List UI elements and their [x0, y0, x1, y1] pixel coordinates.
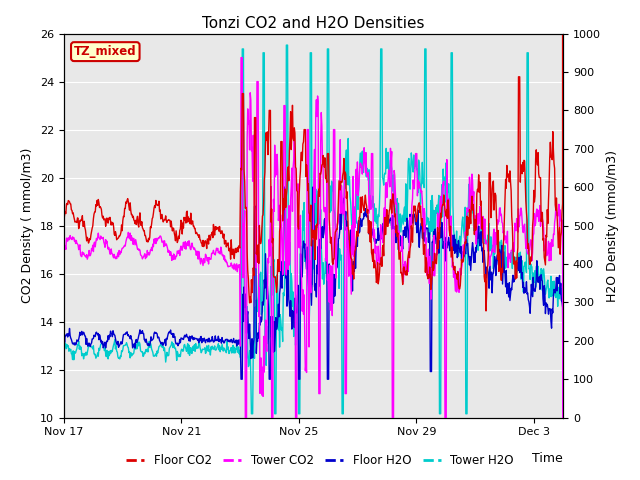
Legend: Floor CO2, Tower CO2, Floor H2O, Tower H2O: Floor CO2, Tower CO2, Floor H2O, Tower H…	[122, 449, 518, 472]
Y-axis label: CO2 Density ( mmol/m3): CO2 Density ( mmol/m3)	[22, 148, 35, 303]
Text: TZ_mixed: TZ_mixed	[74, 45, 136, 58]
Y-axis label: H2O Density (mmol/m3): H2O Density (mmol/m3)	[607, 150, 620, 301]
Text: Time: Time	[532, 452, 563, 465]
Title: Tonzi CO2 and H2O Densities: Tonzi CO2 and H2O Densities	[202, 16, 425, 31]
